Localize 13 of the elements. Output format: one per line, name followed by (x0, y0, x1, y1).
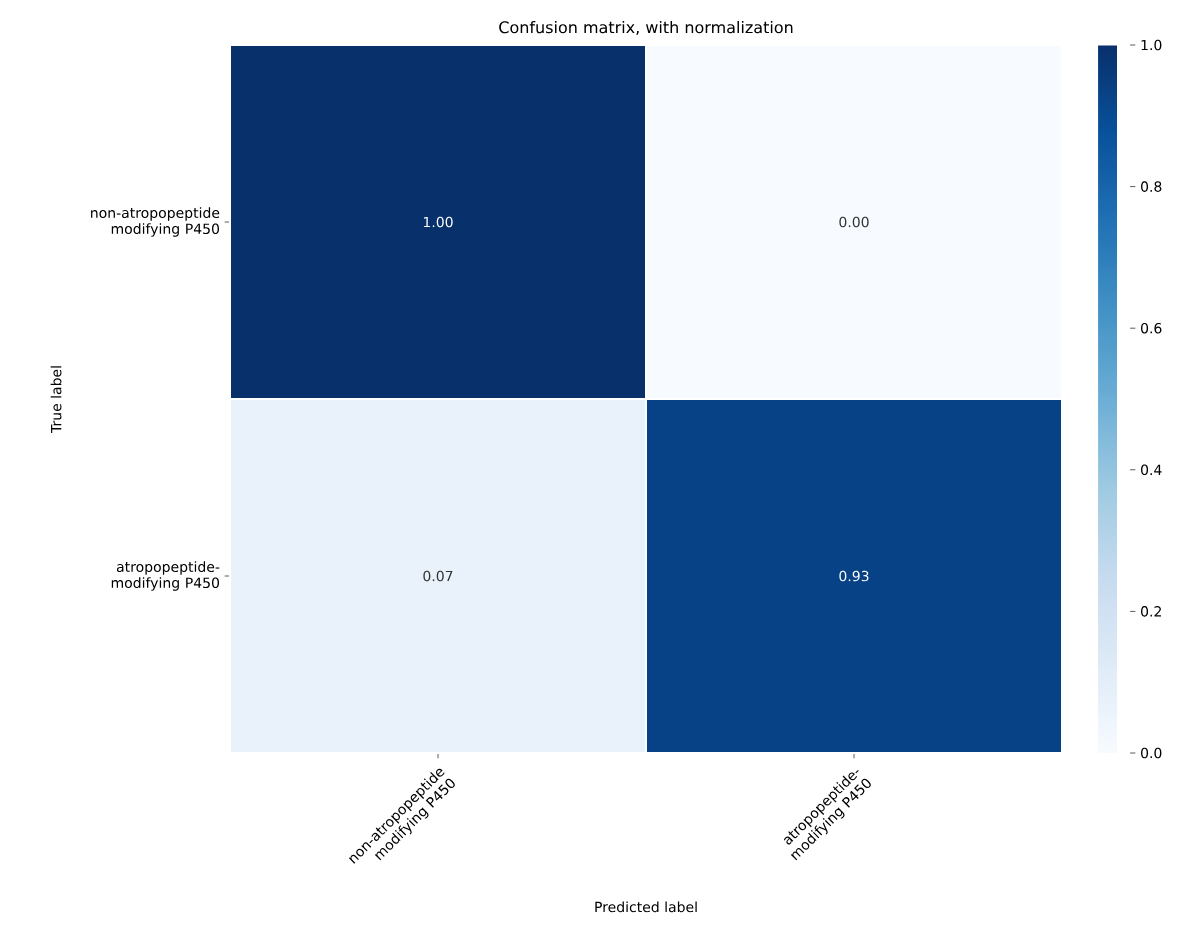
color-bar-label: 0.6 (1141, 322, 1162, 334)
data-label: 1.00 (423, 216, 453, 228)
color-bar-label: 0.8 (1141, 181, 1162, 192)
data-label: 0.07 (423, 570, 453, 582)
data-label: 0.00 (839, 216, 869, 228)
color-bar-label: 0.2 (1141, 606, 1161, 617)
x-axis-title: Predicted label (595, 901, 697, 913)
chart-title: Confusion matrix, with normalization (499, 20, 793, 35)
color-bar-label: 0.0 (1141, 747, 1162, 759)
y-axis-title: True label (50, 366, 62, 434)
color-bar-label: 1.0 (1141, 39, 1162, 51)
data-label: 0.93 (839, 570, 869, 582)
color-bar-label: 0.4 (1141, 464, 1162, 476)
